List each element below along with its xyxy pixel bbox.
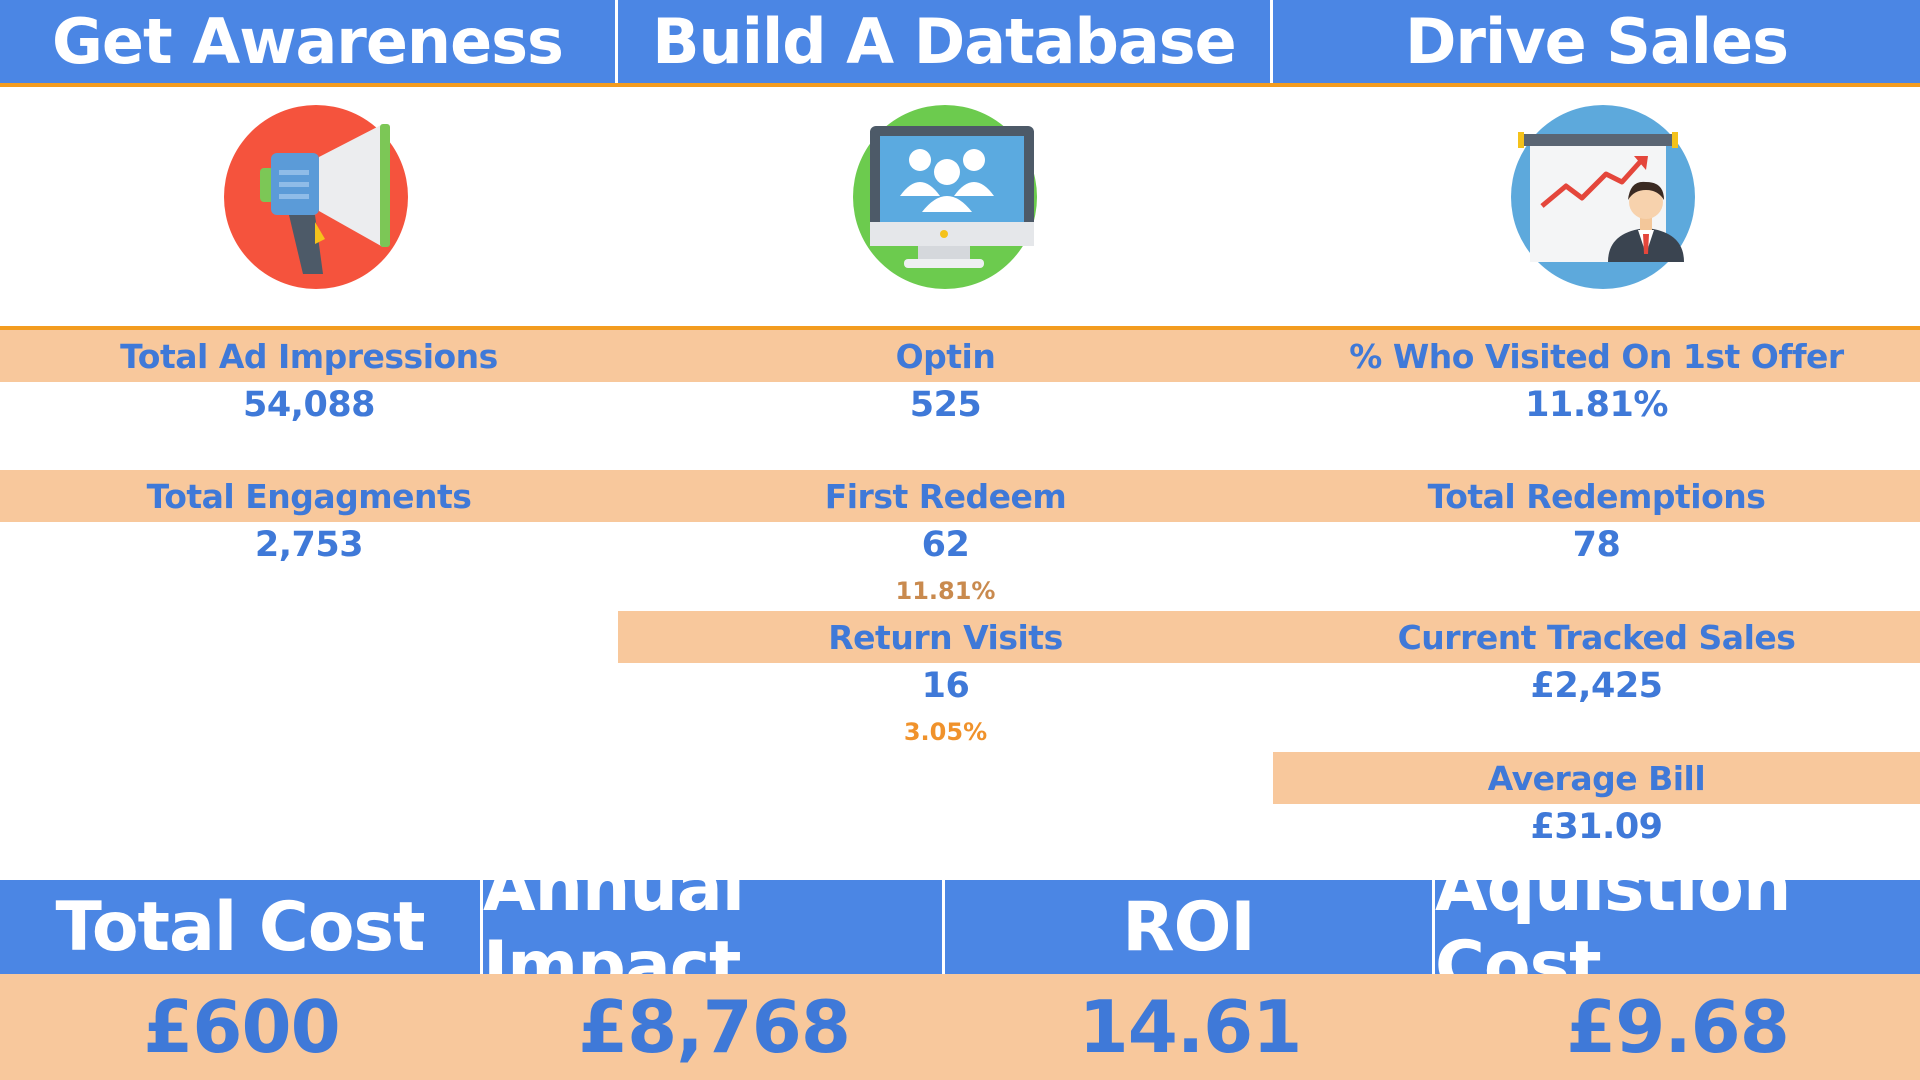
summary-label-annual-impact: Annual Impact xyxy=(483,848,945,1006)
summary-value-acquisition-cost: £9.68 xyxy=(1566,985,1790,1069)
monitor-users-icon xyxy=(852,104,1038,290)
value-visited-first-offer: 11.81% xyxy=(1525,385,1668,425)
presentation-chart-icon xyxy=(1510,104,1696,290)
summary-value-annual-impact: £8,768 xyxy=(578,985,851,1069)
summary-label-roi: ROI xyxy=(945,880,1435,974)
header-build-database: Build A Database xyxy=(618,0,1273,83)
summary-label-total-cost: Total Cost xyxy=(0,880,483,974)
label-current-tracked-sales: Current Tracked Sales xyxy=(1273,611,1920,663)
label-visited-first-offer: % Who Visited On 1st Offer xyxy=(1273,330,1920,382)
icon-row-divider xyxy=(0,326,1920,330)
megaphone-icon xyxy=(223,104,409,290)
summary-value-roi: 14.61 xyxy=(1078,985,1303,1069)
label-optin: Optin xyxy=(618,330,1273,382)
pct-first-redeem: 11.81% xyxy=(895,577,996,605)
header-get-awareness: Get Awareness xyxy=(0,0,618,83)
label-total-engagements: Total Engagments xyxy=(0,470,618,522)
value-optin: 525 xyxy=(909,385,982,425)
label-total-redemptions: Total Redemptions xyxy=(1273,470,1920,522)
value-total-engagements: 2,753 xyxy=(254,525,364,565)
summary-values: £600 £8,768 14.61 £9.68 xyxy=(0,974,1920,1080)
label-return-visits: Return Visits xyxy=(618,611,1273,663)
value-average-bill: £31.09 xyxy=(1530,807,1663,847)
top-header: Get Awareness Build A Database Drive Sal… xyxy=(0,0,1920,83)
label-total-ad-impressions: Total Ad Impressions xyxy=(0,330,618,382)
value-return-visits: 16 xyxy=(921,666,970,706)
value-total-redemptions: 78 xyxy=(1572,525,1621,565)
label-average-bill: Average Bill xyxy=(1273,752,1920,804)
summary-label-acquisition-cost: Aquistion Cost xyxy=(1435,848,1791,1006)
value-current-tracked-sales: £2,425 xyxy=(1530,666,1663,706)
label-first-redeem: First Redeem xyxy=(618,470,1273,522)
header-divider xyxy=(0,83,1920,87)
summary-header: Total Cost Annual Impact ROI Aquistion C… xyxy=(0,848,1920,1006)
summary-value-total-cost: £600 xyxy=(143,985,340,1069)
value-first-redeem: 62 xyxy=(921,525,970,565)
value-total-ad-impressions: 54,088 xyxy=(242,385,376,425)
pct-return-visits: 3.05% xyxy=(903,718,988,746)
header-drive-sales: Drive Sales xyxy=(1404,5,1789,78)
